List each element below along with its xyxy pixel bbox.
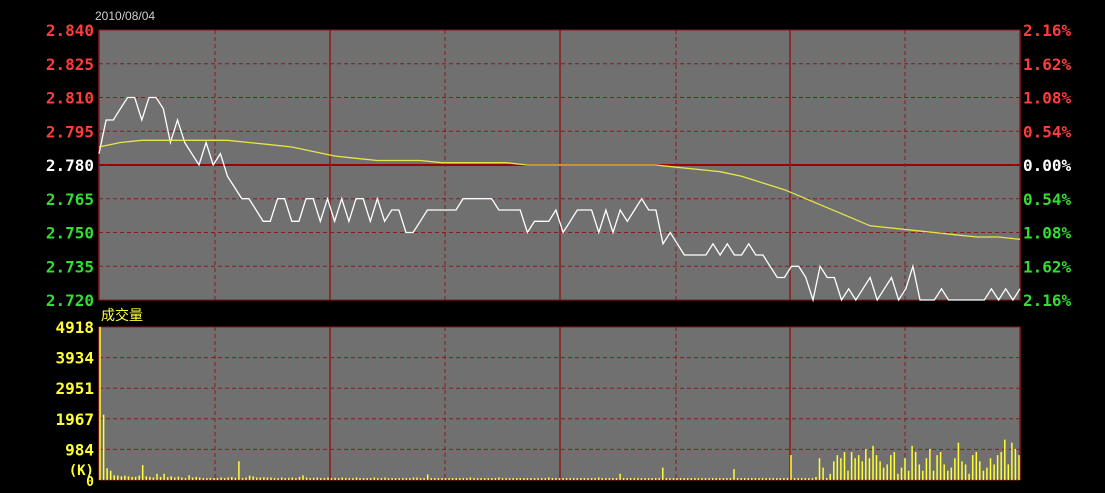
price-axis-label: 2.765: [46, 190, 94, 209]
percent-axis-label: 0.00%: [1023, 156, 1072, 175]
price-axis-label: 2.840: [46, 21, 94, 40]
price-axis-label: 2.720: [46, 291, 94, 310]
price-axis-label: 2.780: [46, 156, 94, 175]
percent-axis-label: 1.62%: [1023, 257, 1072, 276]
percent-axis-label: 1.08%: [1023, 224, 1072, 243]
price-axis-label: 2.810: [46, 89, 94, 108]
volume-axis-label: 4918: [55, 318, 94, 337]
average-price-line: [98, 139, 1021, 240]
price-line: [98, 96, 1021, 303]
volume-title: 成交量: [101, 307, 143, 324]
volume-axis-label: 2951: [55, 379, 94, 398]
volume-axis-label: 3934: [55, 349, 94, 368]
price-axis-label: 2.795: [46, 122, 94, 141]
percent-axis-label: 2.16%: [1023, 21, 1072, 40]
percent-axis-label: 1.08%: [1023, 89, 1072, 108]
volume-unit-label: (K): [69, 463, 94, 479]
price-axis-label: 2.735: [46, 257, 94, 276]
price-axis-label: 2.750: [46, 224, 94, 243]
percent-axis-label: 0.54%: [1023, 190, 1072, 209]
price-axis-label: 2.825: [46, 55, 94, 74]
percent-axis-label: 1.62%: [1023, 55, 1072, 74]
percent-axis-label: 2.16%: [1023, 291, 1072, 310]
volume-axis-label: 1967: [55, 410, 94, 429]
volume-zero-label: 0: [86, 475, 94, 490]
date-label: 2010/08/04: [95, 9, 155, 23]
percent-axis-label: 0.54%: [1023, 122, 1072, 141]
volume-axis-label: 984: [65, 440, 94, 459]
